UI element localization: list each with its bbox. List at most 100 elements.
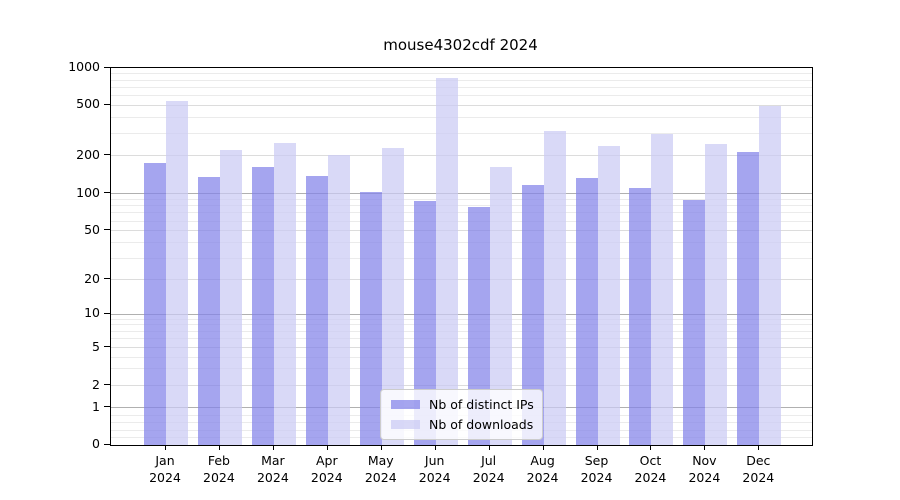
x-tick-mark [758, 445, 760, 450]
x-tick-mark [326, 445, 328, 450]
x-tick-label: Sep 2024 [565, 452, 629, 486]
grid-line-minor [111, 117, 812, 119]
y-tick-label: 200 [76, 146, 100, 162]
y-tick-mark [104, 406, 110, 408]
x-tick-mark [650, 445, 652, 450]
bar-downloads [381, 147, 404, 445]
y-tick-label: 20 [84, 270, 100, 286]
bar-distinct-ips [575, 178, 598, 445]
grid-line-minor [111, 198, 812, 200]
bar-downloads [273, 142, 296, 445]
grid-line [111, 104, 812, 106]
legend-swatch-distinct-ips-icon [391, 400, 420, 409]
grid-line-minor [111, 212, 812, 214]
x-tick-label: Jun 2024 [403, 452, 467, 486]
legend: Nb of distinct IPs Nb of downloads [380, 389, 543, 440]
y-tick-label: 50 [84, 221, 100, 237]
x-tick-label-year: 2024 [149, 470, 181, 485]
grid-line [111, 155, 812, 157]
x-tick-mark [488, 445, 490, 450]
x-tick-label-year: 2024 [580, 470, 613, 485]
y-tick-mark [104, 278, 110, 280]
legend-item-distinct-ips: Nb of distinct IPs [391, 397, 534, 412]
y-tick-mark [104, 229, 110, 231]
grid-line-minor [111, 95, 812, 97]
bar-downloads [435, 77, 458, 445]
bar-distinct-ips [197, 176, 220, 445]
y-tick-mark [104, 312, 110, 314]
grid-line-minor [111, 220, 812, 222]
x-tick-label: Apr 2024 [295, 452, 359, 486]
y-tick-mark [104, 346, 110, 348]
bar-distinct-ips [251, 166, 274, 445]
y-tick-label: 5 [92, 338, 100, 354]
x-tick-label: Dec 2024 [726, 452, 790, 486]
y-tick-mark [104, 384, 110, 386]
x-tick-mark [434, 445, 436, 450]
legend-item-downloads: Nb of downloads [391, 417, 534, 432]
bar-downloads [219, 149, 242, 445]
x-tick-mark [380, 445, 382, 450]
legend-swatch-downloads-icon [391, 420, 420, 429]
bar-downloads [327, 155, 350, 445]
grid-line-minor [111, 356, 812, 358]
x-tick-label-year: 2024 [526, 470, 559, 485]
x-tick-label-year: 2024 [742, 470, 775, 485]
x-tick-label: Feb 2024 [187, 452, 251, 486]
grid-line-minor [111, 368, 812, 370]
grid-line-major [111, 313, 812, 315]
bar-distinct-ips [144, 162, 166, 445]
bar-downloads [543, 130, 566, 445]
bar-distinct-ips [629, 187, 652, 445]
bar-downloads [597, 146, 620, 445]
x-tick-mark [596, 445, 598, 450]
bar-distinct-ips [467, 206, 490, 445]
plot-area [110, 67, 813, 446]
bar-distinct-ips [413, 201, 436, 445]
x-tick-label: Mar 2024 [241, 452, 305, 486]
grid-line-minor [111, 330, 812, 332]
grid-line-minor [111, 73, 812, 75]
grid-line-minor [111, 318, 812, 320]
grid-line-minor [111, 324, 812, 326]
x-tick-label-year: 2024 [418, 470, 451, 485]
x-tick-label: Jan 2024 [133, 452, 197, 486]
x-tick-label: Oct 2024 [618, 452, 682, 486]
x-tick-mark [542, 445, 544, 450]
y-tick-label: 100 [76, 184, 100, 200]
x-tick-label-year: 2024 [472, 470, 505, 485]
bar-downloads [489, 166, 512, 445]
legend-label-downloads: Nb of downloads [429, 417, 534, 432]
grid-line [111, 279, 812, 281]
grid-line [111, 385, 812, 387]
y-tick-mark [104, 443, 110, 445]
bar-downloads [651, 134, 674, 445]
y-tick-label: 10 [84, 305, 100, 321]
grid-line-minor [111, 338, 812, 340]
x-tick-label: Aug 2024 [511, 452, 575, 486]
grid-line-minor [111, 257, 812, 259]
y-tick-label: 1 [92, 398, 100, 414]
chart-title: mouse4302cdf 2024 [383, 36, 538, 54]
grid-line-minor [111, 133, 812, 134]
bar-downloads [759, 106, 782, 445]
grid-line [111, 230, 812, 232]
bar-downloads [166, 101, 188, 445]
x-tick-label-year: 2024 [364, 470, 397, 485]
grid-line [111, 347, 812, 349]
x-tick-label: Jul 2024 [457, 452, 521, 486]
x-tick-mark [165, 445, 166, 450]
bar-distinct-ips [359, 191, 382, 445]
y-tick-mark [104, 66, 110, 68]
x-tick-mark [704, 445, 706, 450]
bar-distinct-ips [737, 151, 760, 445]
y-tick-mark [104, 154, 110, 156]
grid-line-major [111, 193, 812, 195]
x-tick-mark [218, 445, 220, 450]
grid-line-minor [111, 86, 812, 88]
legend-label-distinct-ips: Nb of distinct IPs [429, 397, 534, 412]
y-tick-label: 2 [92, 376, 100, 392]
y-tick-mark [104, 103, 110, 105]
x-tick-mark [272, 445, 274, 450]
